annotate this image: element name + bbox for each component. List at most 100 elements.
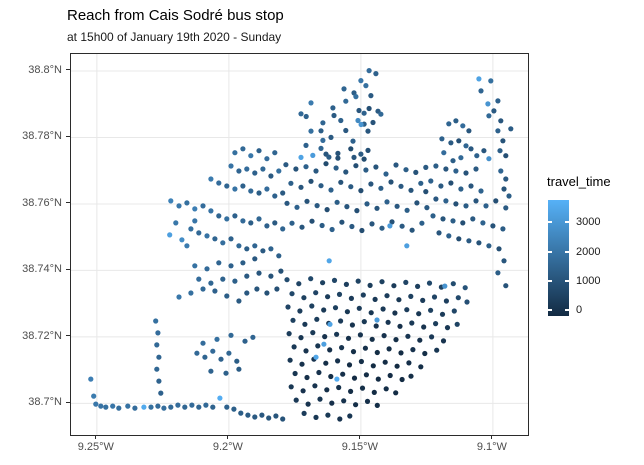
map-point (202, 354, 208, 360)
map-point (299, 224, 305, 230)
map-point (351, 375, 358, 381)
map-point (442, 283, 448, 289)
map-point (433, 196, 439, 202)
map-point (252, 170, 258, 176)
map-point (348, 184, 354, 190)
map-point (370, 363, 376, 369)
map-point (293, 397, 299, 403)
map-point (252, 243, 258, 249)
map-point (366, 105, 372, 112)
map-point (497, 148, 503, 154)
map-point (224, 183, 230, 189)
map-point (379, 225, 385, 231)
map-point (431, 294, 438, 300)
map-point (286, 331, 292, 337)
map-point (409, 227, 415, 233)
colorbar-tick (565, 250, 569, 253)
map-point (409, 320, 415, 326)
map-point (245, 412, 251, 418)
map-point (240, 260, 246, 266)
map-point (378, 111, 384, 117)
map-point (415, 283, 421, 289)
map-point (476, 240, 482, 246)
map-point (423, 189, 429, 195)
colorbar-tick (548, 221, 552, 224)
map-point (288, 180, 294, 186)
map-point (466, 238, 472, 244)
map-point (284, 277, 290, 283)
map-point (272, 150, 278, 156)
map-point (260, 166, 266, 172)
x-axis-tick-label: 9.1°W (476, 441, 507, 453)
map-point (248, 188, 254, 194)
map-point (314, 203, 320, 209)
map-point (356, 107, 362, 114)
map-point (319, 222, 325, 229)
map-point (373, 71, 379, 77)
map-point (224, 216, 230, 222)
map-point (399, 223, 405, 229)
map-point (358, 358, 364, 365)
map-point (324, 387, 330, 393)
map-point (232, 186, 238, 192)
map-point (456, 236, 462, 242)
y-axis-tick (66, 69, 70, 71)
map-point (453, 168, 459, 174)
map-point (382, 359, 388, 365)
map-point (196, 230, 202, 236)
map-point (443, 198, 449, 204)
map-point (218, 356, 224, 362)
map-point (248, 153, 254, 159)
y-axis-tick-label: 38.74°N (22, 263, 62, 276)
map-point (335, 358, 341, 364)
map-point (242, 338, 248, 344)
map-point (385, 319, 391, 325)
map-point (453, 118, 459, 124)
map-point (361, 156, 367, 162)
map-point (417, 337, 423, 343)
map-point (313, 290, 319, 296)
map-point (438, 183, 444, 189)
map-point (410, 347, 416, 353)
map-point (268, 246, 274, 252)
map-point (254, 286, 260, 292)
map-point (326, 154, 332, 160)
map-point (334, 199, 340, 205)
map-point (290, 317, 296, 323)
map-point (384, 199, 390, 205)
map-point (256, 148, 262, 154)
map-point (478, 188, 484, 194)
map-point (450, 218, 456, 224)
map-point (500, 226, 506, 232)
map-point (216, 260, 222, 266)
map-point (373, 323, 379, 329)
map-point (289, 220, 295, 226)
map-point (456, 138, 462, 144)
map-point (285, 304, 291, 310)
map-point (463, 203, 469, 209)
map-point (460, 123, 466, 129)
map-point (443, 166, 449, 172)
map-point (423, 164, 429, 170)
map-point (256, 270, 262, 276)
map-point (419, 220, 425, 226)
map-point (428, 178, 434, 184)
map-point (248, 220, 254, 226)
map-point (313, 414, 319, 420)
map-point (433, 163, 439, 169)
map-point (501, 258, 507, 264)
map-point (384, 293, 390, 299)
y-axis-tick (66, 268, 70, 270)
map-point (448, 140, 454, 146)
map-point (98, 403, 104, 409)
map-point (303, 113, 309, 120)
map-point (470, 216, 476, 222)
map-point (318, 128, 324, 134)
map-point (451, 308, 457, 314)
map-point (188, 226, 194, 232)
map-point (321, 341, 327, 347)
map-point (244, 290, 250, 296)
map-point (466, 128, 472, 134)
map-point (302, 321, 308, 327)
